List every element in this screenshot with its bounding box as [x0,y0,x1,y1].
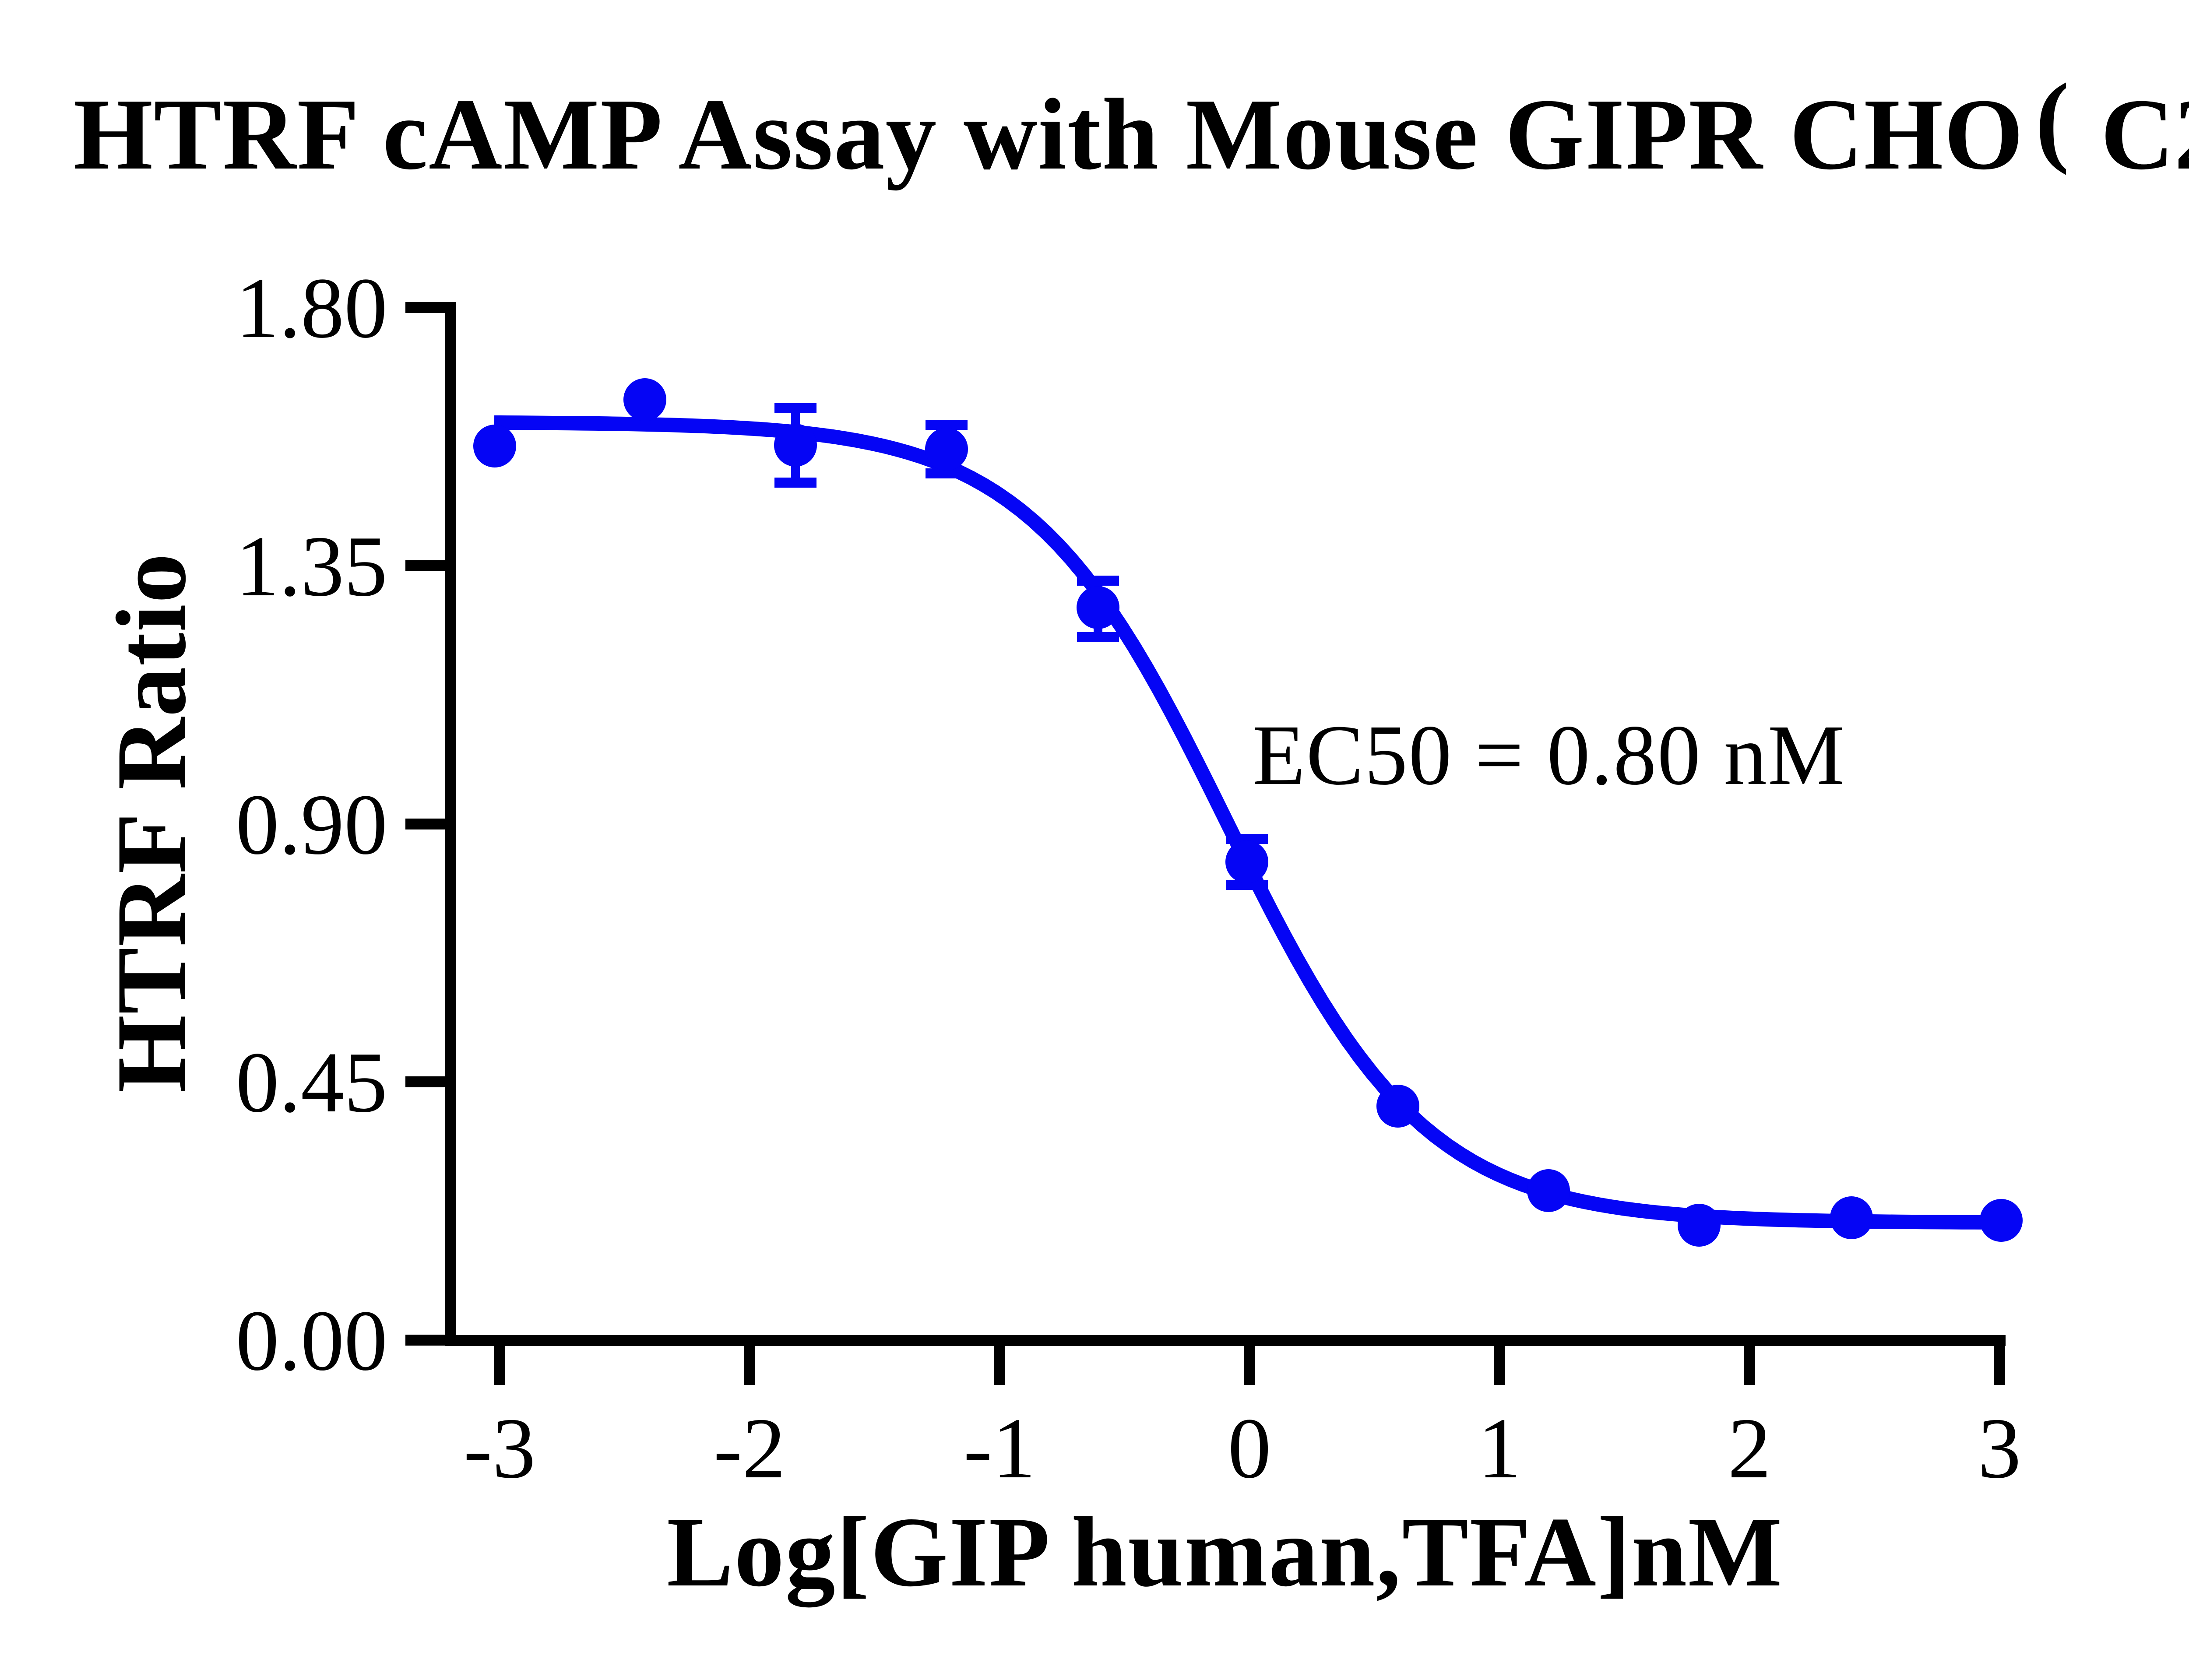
svg-text:HTRF Ratio: HTRF Ratio [96,552,207,1093]
svg-text:HTRF cAMP Assay with Mouse GIP: HTRF cAMP Assay with Mouse GIPR CHO [74,78,2024,191]
svg-text:EC50 = 0.80 nM: EC50 = 0.80 nM [1253,707,1845,803]
svg-text:-3: -3 [464,1400,536,1496]
svg-text:Log[GIP human,TFA]nM: Log[GIP human,TFA]nM [667,1497,1783,1608]
svg-text:1.80: 1.80 [236,260,388,356]
svg-text:0.45: 0.45 [236,1034,388,1130]
svg-text:1: 1 [1478,1400,1521,1496]
svg-text:1.35: 1.35 [236,518,388,614]
svg-text:0: 0 [1228,1400,1271,1496]
svg-text:0.00: 0.00 [236,1293,388,1388]
svg-text:2: 2 [1728,1400,1771,1496]
svg-text:3: 3 [1978,1400,2021,1496]
svg-text:-1: -1 [964,1400,1036,1496]
svg-text:(: ( [2035,63,2069,176]
svg-text:C22: C22 [2101,78,2189,191]
svg-text:-2: -2 [714,1400,786,1496]
svg-text:0.90: 0.90 [236,777,388,872]
